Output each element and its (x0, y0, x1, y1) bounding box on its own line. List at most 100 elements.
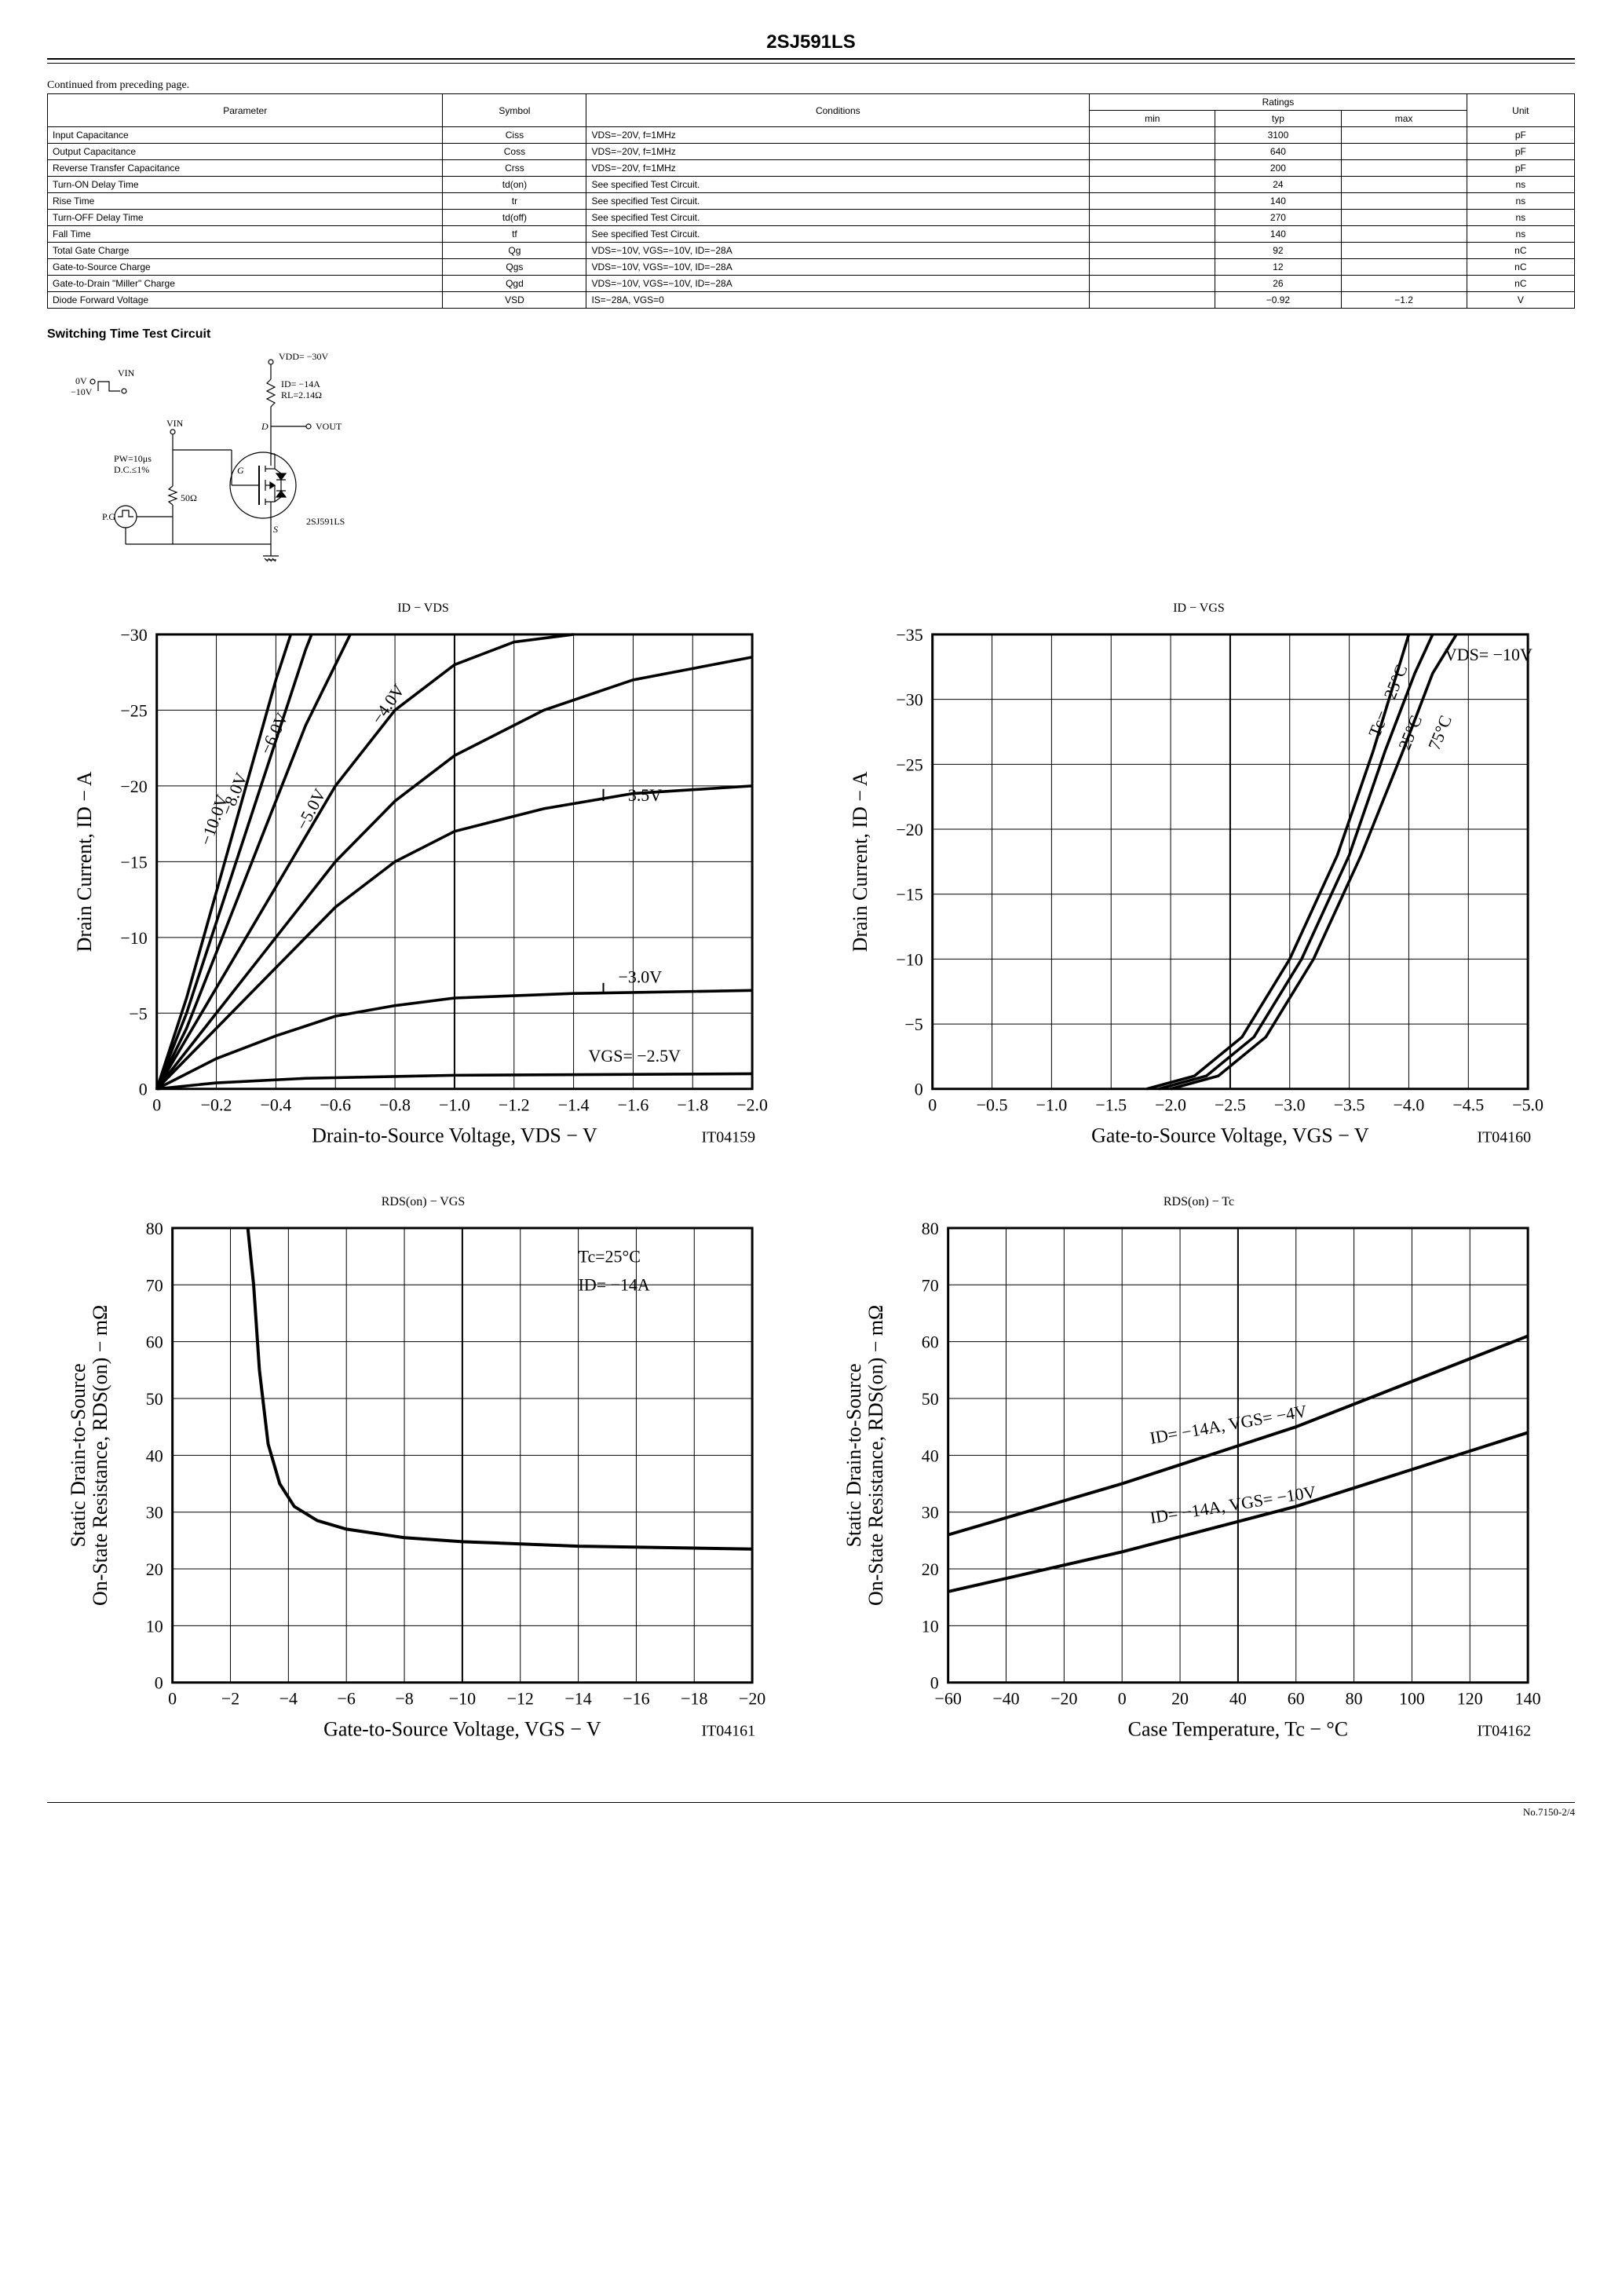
circuit-hi: 0V (75, 375, 87, 386)
table-row: Output CapacitanceCossVDS=−20V, f=1MHz64… (48, 144, 1575, 160)
cell-typ: 140 (1215, 193, 1341, 210)
cell-unit: pF (1467, 160, 1574, 177)
svg-text:20: 20 (1171, 1688, 1189, 1708)
svg-text:50: 50 (146, 1388, 163, 1408)
cell-param: Total Gate Charge (48, 243, 443, 259)
cell-cond: See specified Test Circuit. (586, 177, 1090, 193)
svg-text:20: 20 (146, 1559, 163, 1579)
svg-text:VGS= −2.5V: VGS= −2.5V (589, 1046, 681, 1066)
svg-text:60: 60 (1288, 1688, 1305, 1708)
cell-cond: VDS=−10V, VGS=−10V, ID=−28A (586, 259, 1090, 276)
table-row: Fall TimetfSee specified Test Circuit.14… (48, 226, 1575, 243)
cell-symbol: VSD (443, 292, 586, 309)
svg-text:70: 70 (146, 1275, 163, 1295)
cell-unit: nC (1467, 259, 1574, 276)
svg-text:Case Temperature, Tc − °C: Case Temperature, Tc − °C (1128, 1717, 1348, 1740)
svg-text:−0.8: −0.8 (379, 1095, 411, 1115)
circuit-g: G (237, 465, 244, 476)
cell-min (1090, 243, 1215, 259)
circuit-pg: P.G (102, 511, 115, 522)
cell-param: Diode Forward Voltage (48, 292, 443, 309)
cell-max (1341, 210, 1467, 226)
cell-param: Turn-ON Delay Time (48, 177, 443, 193)
cell-min (1090, 226, 1215, 243)
circuit-diagram: VDD= −30V ID= −14A RL=2.14Ω D VOUT G S 2… (71, 348, 400, 583)
circuit-id: ID= −14A (281, 378, 320, 389)
circuit-vin: VIN (118, 367, 135, 378)
cell-param: Reverse Transfer Capacitance (48, 160, 443, 177)
cell-typ: 640 (1215, 144, 1341, 160)
svg-text:−2.0: −2.0 (1155, 1095, 1186, 1115)
svg-text:−8: −8 (395, 1688, 413, 1708)
spec-table: Parameter Symbol Conditions Ratings Unit… (47, 93, 1575, 309)
svg-text:−3.0: −3.0 (1274, 1095, 1306, 1115)
table-row: Diode Forward VoltageVSDIS=−28A, VGS=0−0… (48, 292, 1575, 309)
cell-symbol: Qg (443, 243, 586, 259)
cell-typ: −0.92 (1215, 292, 1341, 309)
svg-text:IT04162: IT04162 (1477, 1722, 1531, 1739)
svg-text:−20: −20 (120, 777, 147, 796)
svg-text:−14: −14 (564, 1688, 591, 1708)
cell-unit: ns (1467, 177, 1574, 193)
svg-text:50: 50 (922, 1388, 939, 1408)
svg-text:80: 80 (922, 1218, 939, 1238)
cell-max (1341, 177, 1467, 193)
svg-text:−5.0V: −5.0V (292, 785, 330, 833)
cell-min (1090, 292, 1215, 309)
circuit-heading: Switching Time Test Circuit (47, 327, 1575, 342)
cell-typ: 24 (1215, 177, 1341, 193)
cell-cond: VDS=−20V, f=1MHz (586, 160, 1090, 177)
cell-symbol: Qgs (443, 259, 586, 276)
svg-text:−4.5: −4.5 (1452, 1095, 1484, 1115)
svg-text:100: 100 (1399, 1688, 1425, 1708)
svg-text:Drain Current, ID − A: Drain Current, ID − A (849, 771, 871, 952)
svg-text:ID= −14A, VGS= −4V: ID= −14A, VGS= −4V (1149, 1400, 1309, 1447)
chart3-title: RDS(on) − VGS (47, 1195, 799, 1209)
svg-text:−25: −25 (120, 700, 147, 720)
cell-symbol: Crss (443, 160, 586, 177)
th-symbol: Symbol (443, 94, 586, 127)
svg-text:40: 40 (922, 1446, 939, 1465)
cell-typ: 3100 (1215, 127, 1341, 144)
cell-typ: 200 (1215, 160, 1341, 177)
th-ratings: Ratings (1090, 94, 1467, 111)
svg-text:−3.5: −3.5 (1334, 1095, 1365, 1115)
svg-text:−2.0: −2.0 (736, 1095, 768, 1115)
svg-text:10: 10 (922, 1616, 939, 1636)
svg-text:−10: −10 (896, 949, 922, 969)
cell-typ: 92 (1215, 243, 1341, 259)
cell-min (1090, 127, 1215, 144)
circuit-pw: PW=10μs (114, 453, 152, 464)
svg-text:IT04161: IT04161 (701, 1722, 755, 1739)
page-number: No.7150-2/4 (47, 1806, 1575, 1819)
svg-text:−0.2: −0.2 (201, 1095, 232, 1115)
svg-text:−16: −16 (623, 1688, 649, 1708)
svg-text:Gate-to-Source Voltage, VGS −: Gate-to-Source Voltage, VGS − V (1091, 1124, 1369, 1147)
cell-min (1090, 259, 1215, 276)
cell-param: Output Capacitance (48, 144, 443, 160)
svg-text:75°C: 75°C (1424, 712, 1456, 752)
cell-max (1341, 160, 1467, 177)
svg-text:40: 40 (146, 1446, 163, 1465)
th-conditions: Conditions (586, 94, 1090, 127)
svg-text:−1.4: −1.4 (558, 1095, 590, 1115)
svg-text:Drain-to-Source Voltage, VDS: Drain-to-Source Voltage, VDS − V (312, 1124, 597, 1147)
svg-text:−20: −20 (896, 820, 922, 839)
svg-text:−3.5V: −3.5V (618, 785, 662, 805)
cell-cond: VDS=−20V, f=1MHz (586, 144, 1090, 160)
svg-text:30: 30 (922, 1502, 939, 1522)
cell-symbol: tf (443, 226, 586, 243)
cell-cond: VDS=−10V, VGS=−10V, ID=−28A (586, 243, 1090, 259)
svg-text:−2.5: −2.5 (1215, 1095, 1246, 1115)
svg-text:30: 30 (146, 1502, 163, 1522)
cell-param: Input Capacitance (48, 127, 443, 144)
circuit-dc: D.C.≤1% (114, 464, 149, 475)
chart-id-vds: ID − VDS 0−0.2−0.4−0.6−0.8−1.0−1.2−1.4−1… (47, 601, 799, 1186)
svg-text:−25: −25 (896, 755, 922, 774)
circuit-vin2: VIN (166, 418, 184, 429)
table-row: Input CapacitanceCissVDS=−20V, f=1MHz310… (48, 127, 1575, 144)
svg-text:−4.0: −4.0 (1394, 1095, 1425, 1115)
svg-text:Static Drain-to-Source: Static Drain-to-Source (842, 1363, 865, 1547)
cell-param: Fall Time (48, 226, 443, 243)
circuit-part: 2SJ591LS (306, 516, 345, 527)
